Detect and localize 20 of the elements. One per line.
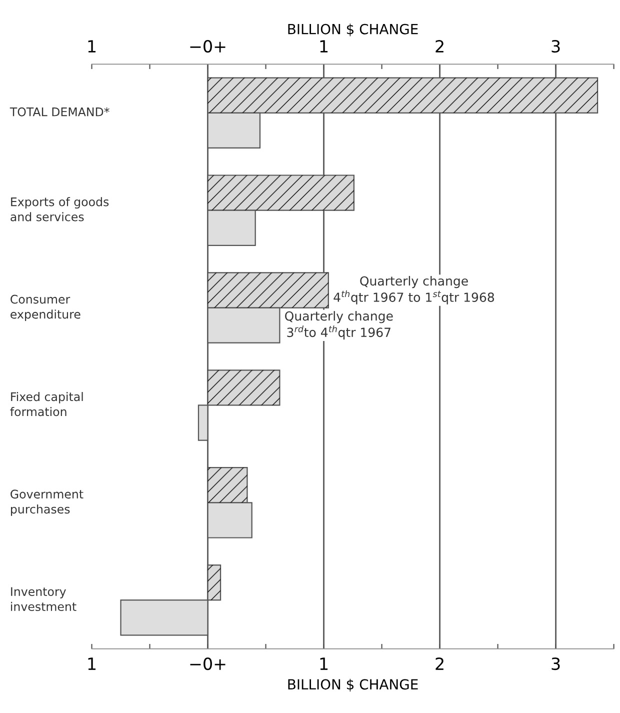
series-label: Quarterly change 3$^{rd}$to 4$^{th}$qtr 1967 — [285, 311, 393, 340]
x-tick-label: 1 — [88, 658, 96, 670]
x2-tick-label: −0+ — [190, 40, 226, 53]
x2-axis-title: BILLION $ CHANGE — [288, 24, 418, 36]
y-tick-label: Consumer expenditure — [10, 294, 80, 321]
text: Quarterly change 4$^{th}$qtr 1967 to 1$^{st}$qtr 1968 — [334, 276, 494, 304]
x2-tick-label: 1 — [320, 40, 328, 52]
x-tick-label: 2 — [436, 657, 444, 670]
y-tick-label: TOTAL DEMAND* — [10, 107, 110, 116]
x2-tick-label: 1 — [88, 40, 96, 52]
y-tick-label: Inventory investment — [11, 587, 76, 612]
x2-tick-label: 2 — [436, 40, 444, 52]
x-tick-label: −0+ — [190, 657, 226, 670]
x2-tick-label: 3 — [552, 40, 560, 53]
x-axis-title: BILLION $ CHANGE — [288, 678, 418, 692]
x-tick-label: 3 — [552, 657, 560, 670]
y-tick-label: Exports of goods and services — [10, 197, 109, 222]
x-tick-label: 1 — [320, 658, 328, 670]
y-tick-label: Government purchases — [10, 490, 84, 516]
y-tick-label: Fixed capital formation — [10, 392, 83, 416]
